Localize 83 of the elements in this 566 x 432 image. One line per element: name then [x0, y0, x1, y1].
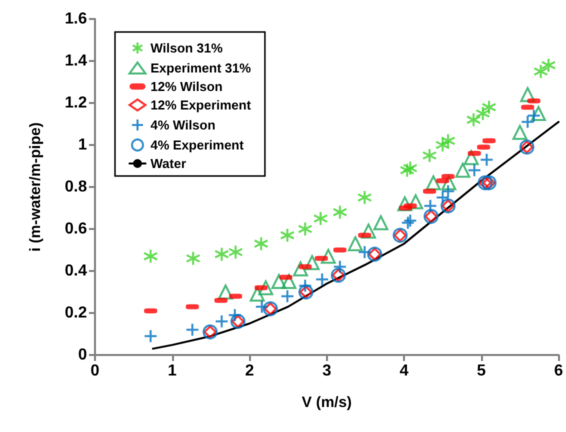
point — [313, 211, 328, 226]
legend-label: 12% Experiment — [150, 98, 252, 112]
y-tick-label: 1.4 — [64, 52, 88, 70]
x-axis-title: V (m/s) — [302, 394, 352, 411]
point — [280, 228, 295, 243]
point — [400, 162, 415, 178]
point — [348, 236, 363, 252]
x-tick-label: 3 — [322, 362, 332, 380]
point — [281, 274, 296, 289]
x-tick-label: 6 — [554, 362, 564, 380]
y-tick-label: 1.6 — [64, 10, 88, 28]
point — [271, 274, 286, 289]
point — [214, 314, 229, 328]
point — [426, 175, 441, 190]
legend-label: Water — [150, 156, 186, 171]
point — [436, 190, 450, 204]
x-tick-label: 5 — [476, 362, 486, 380]
point — [258, 280, 274, 296]
legend-label: 4% Wilson — [150, 118, 216, 132]
point — [435, 138, 450, 152]
point — [143, 248, 158, 264]
point — [512, 124, 528, 140]
y-tick-label: 0.6 — [64, 220, 88, 238]
point — [332, 260, 347, 274]
point — [400, 216, 415, 230]
point — [533, 64, 548, 79]
point — [298, 278, 312, 293]
point — [185, 322, 200, 337]
point — [360, 224, 376, 239]
x-tick-label: 4 — [400, 362, 409, 380]
point — [218, 284, 234, 300]
point — [541, 58, 556, 73]
point — [402, 160, 418, 176]
point — [455, 162, 470, 178]
point — [520, 87, 536, 102]
point — [423, 198, 438, 213]
point — [186, 250, 201, 266]
legend-label: 12% Wilson — [150, 79, 223, 94]
point — [214, 246, 230, 262]
point — [254, 300, 269, 314]
point — [228, 308, 242, 322]
y-axis-title: i (m-water/m-pipe) — [27, 122, 44, 252]
legend-label: Wilson 31% — [150, 40, 224, 56]
point — [520, 114, 535, 129]
point — [304, 255, 320, 270]
legend-label: 4% Experiment — [150, 138, 244, 152]
point — [397, 196, 412, 212]
point — [464, 150, 479, 166]
x-tick-label: 2 — [245, 362, 254, 380]
x-tick-label: 1 — [168, 362, 177, 380]
y-tick-label: 1.2 — [64, 94, 88, 112]
point — [466, 112, 482, 128]
point — [467, 163, 482, 178]
point — [408, 194, 424, 210]
y-tick-label: 0 — [78, 346, 88, 364]
point — [358, 245, 372, 260]
point — [441, 184, 456, 198]
point — [440, 133, 456, 148]
y-tick-label: 1 — [78, 136, 88, 154]
point — [254, 236, 269, 252]
point — [315, 272, 330, 286]
point — [475, 106, 490, 121]
point — [403, 214, 418, 228]
point — [228, 244, 244, 260]
line-series — [152, 120, 560, 350]
point — [320, 248, 336, 264]
point — [293, 261, 308, 276]
y-tick-label: 0.8 — [64, 178, 88, 196]
point — [144, 329, 158, 344]
x-tick-label: 0 — [90, 362, 100, 380]
y-tick-label: 0.4 — [64, 262, 88, 280]
y-tick-label: 0.2 — [64, 304, 88, 322]
legend-label: Experiment 31% — [150, 60, 252, 76]
point — [332, 204, 348, 220]
point — [373, 215, 388, 230]
point — [530, 106, 546, 121]
point — [480, 152, 494, 167]
point — [357, 190, 372, 205]
point — [422, 148, 438, 163]
point — [482, 100, 497, 115]
point — [280, 289, 294, 304]
point — [298, 222, 313, 236]
point — [526, 108, 541, 123]
